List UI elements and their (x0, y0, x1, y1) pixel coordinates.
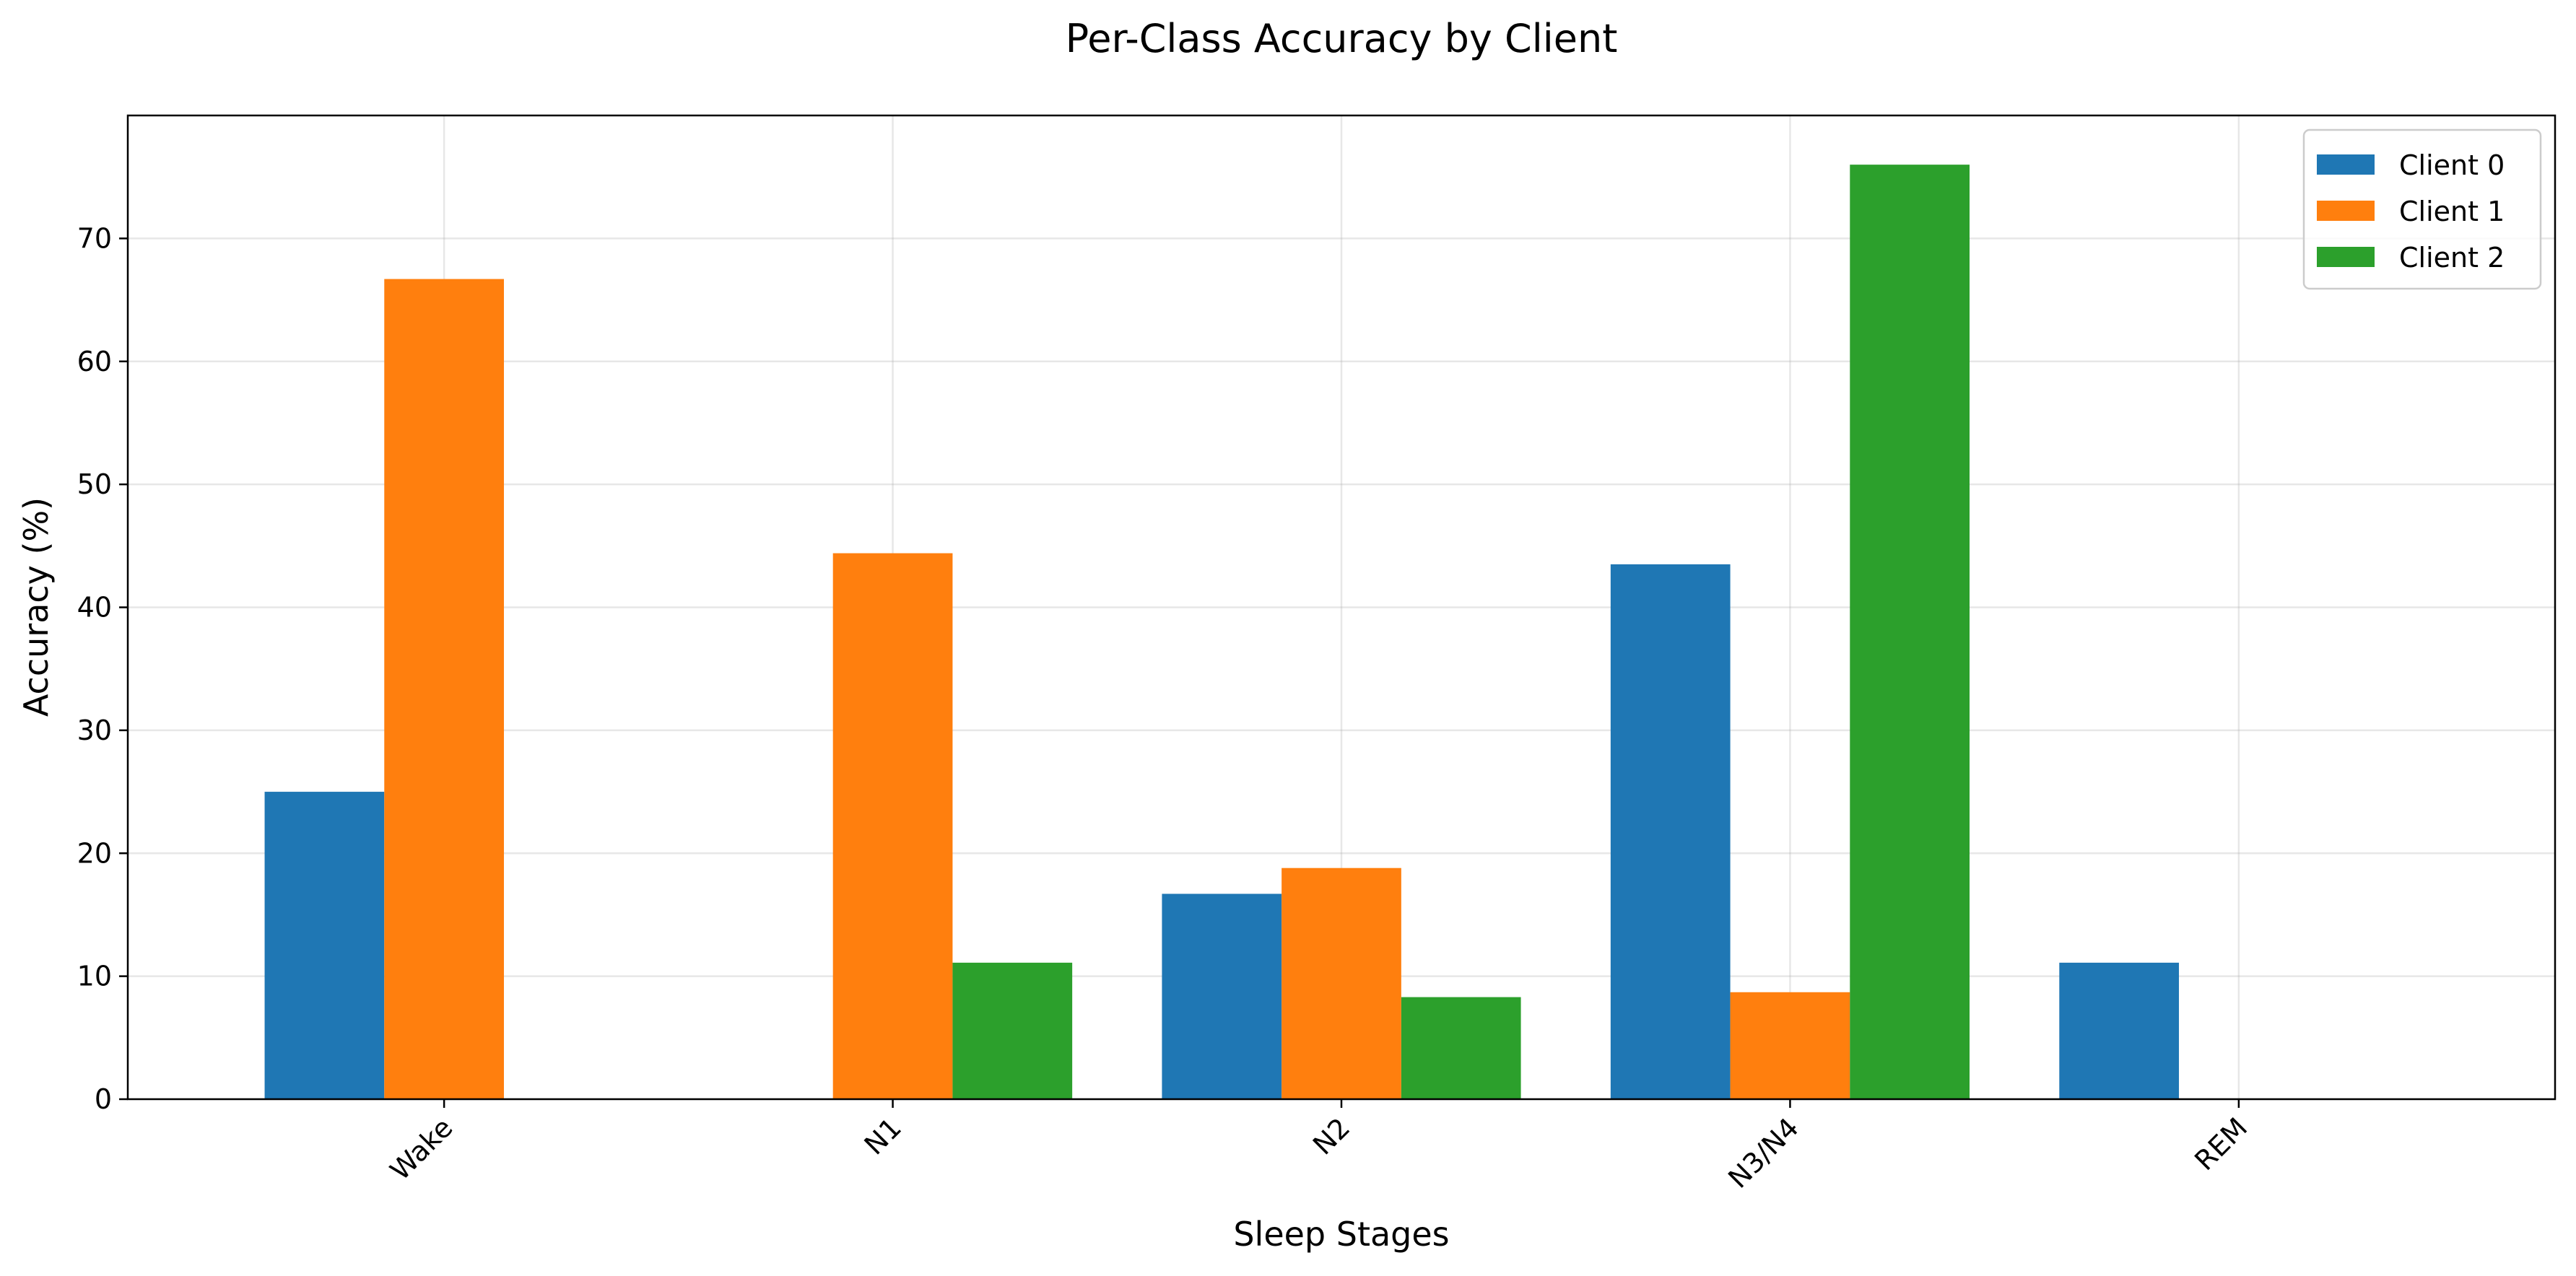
y-axis-label: Accuracy (%) (17, 497, 56, 717)
y-axis: 0 10 20 30 40 50 60 70 (77, 222, 128, 1115)
bar-client-0-rem (2059, 962, 2180, 1099)
y-tick-label: 60 (77, 346, 112, 377)
x-tick-label-rem: REM (2188, 1111, 2253, 1176)
grid-lines (128, 115, 2555, 1101)
bar-client-0-n2 (1162, 893, 1282, 1099)
bar-client-0-n3-n4 (1610, 564, 1731, 1099)
x-tick-label-wake: Wake (384, 1111, 459, 1187)
x-tick-label-n1: N1 (858, 1111, 908, 1161)
legend-swatch-client-0 (2317, 154, 2375, 175)
bars (264, 165, 2180, 1099)
y-tick-label: 30 (77, 715, 112, 746)
legend-swatch-client-1 (2317, 201, 2375, 221)
chart-title: Per-Class Accuracy by Client (1066, 16, 1618, 61)
bar-client-2-n2 (1401, 997, 1521, 1099)
bar-client-1-wake (384, 279, 504, 1099)
bar-client-1-n2 (1282, 868, 1401, 1099)
bar-client-2-n1 (952, 962, 1073, 1099)
y-tick-label: 20 (77, 837, 112, 869)
x-tick-label-n2: N2 (1307, 1111, 1356, 1161)
legend-label-client-2: Client 2 (2399, 242, 2505, 274)
legend-label-client-0: Client 0 (2399, 149, 2505, 181)
x-axis: Wake N1 N2 N3/N4 REM (384, 1099, 2253, 1194)
bar-client-1-n1 (832, 553, 953, 1099)
bar-client-0-wake (264, 792, 385, 1099)
legend-swatch-client-2 (2317, 247, 2375, 267)
legend-label-client-1: Client 1 (2399, 196, 2505, 227)
y-tick-label: 0 (95, 1083, 112, 1115)
y-tick-label: 40 (77, 592, 112, 624)
x-axis-label: Sleep Stages (1233, 1215, 1449, 1254)
x-tick-label-n3-n4: N3/N4 (1722, 1111, 1805, 1194)
y-tick-label: 50 (77, 468, 112, 500)
y-tick-label: 70 (77, 222, 112, 254)
legend: Client 0 Client 1 Client 2 (2302, 128, 2542, 290)
y-tick-label: 10 (77, 961, 112, 992)
bar-client-1-n3-n4 (1730, 992, 1850, 1099)
bar-client-2-n3-n4 (1850, 165, 1970, 1099)
